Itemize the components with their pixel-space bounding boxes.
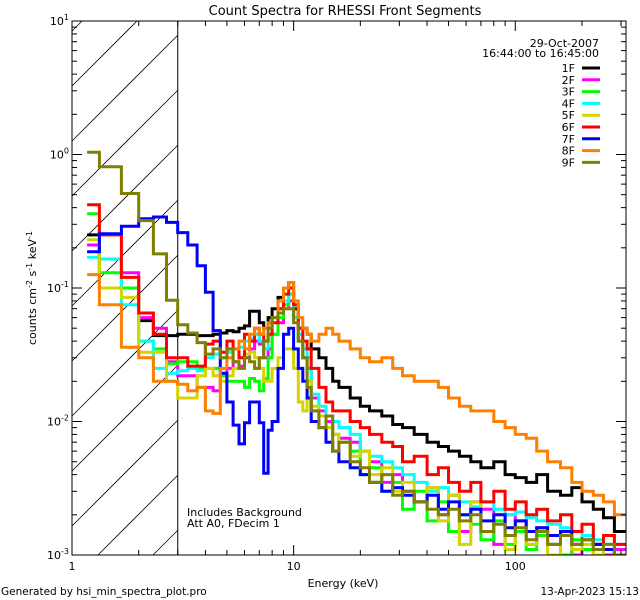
hatch-line <box>71 20 83 32</box>
y-tick-label: 10-2 <box>47 414 69 429</box>
annotation-attenuator: Att A0, FDecim 1 <box>187 517 280 530</box>
footer-generated-by: Generated by hsi_min_spectra_plot.pro <box>1 586 207 598</box>
series-9F <box>87 150 626 555</box>
legend-label-2F: 2F <box>562 74 575 87</box>
time-range-label: 16:44:00 to 16:45:00 <box>482 47 599 60</box>
hatch-line <box>71 309 179 417</box>
chart-title: Count Spectra for RHESSI Front Segments <box>209 4 482 19</box>
hatch-line <box>152 529 179 556</box>
series-8F <box>87 273 626 517</box>
hatch-line <box>71 144 179 252</box>
legend-label-6F: 6F <box>562 121 575 134</box>
footer-timestamp: 13-Apr-2023 15:13 <box>540 586 639 598</box>
y-tick-label: 10-1 <box>47 280 69 295</box>
series-1F <box>87 233 626 533</box>
legend-label-1F: 1F <box>562 62 575 75</box>
legend-label-4F: 4F <box>562 97 575 110</box>
legend-label-7F: 7F <box>562 133 575 146</box>
legend-label-9F: 9F <box>562 156 575 169</box>
y-tick-label: 100 <box>50 147 69 162</box>
y-tick-label: 101 <box>50 13 69 28</box>
x-tick-label: 1 <box>69 560 76 573</box>
x-tick-label: 100 <box>505 560 526 573</box>
tick-labels: 1 10 100 101 100 10-1 10-2 10-3 <box>47 13 526 573</box>
hatch-line <box>71 89 179 197</box>
hatch-line <box>71 20 138 87</box>
legend-label-8F: 8F <box>562 145 575 158</box>
y-axis-label: counts cm-2 s-1 keV-1 <box>25 231 39 345</box>
series-group <box>87 150 626 555</box>
date-label: 29-Oct-2007 <box>530 37 599 50</box>
legend-label-5F: 5F <box>562 109 575 122</box>
axis-ticks <box>71 20 626 556</box>
annotation-background: Includes Background <box>187 506 302 519</box>
hatch-line <box>71 419 179 527</box>
hatched-region <box>71 20 179 556</box>
hatch-line <box>71 34 179 142</box>
y-tick-label: 10-3 <box>47 547 69 562</box>
x-axis-label: Energy (keV) <box>308 577 379 590</box>
legend-label-3F: 3F <box>562 86 575 99</box>
hatch-line <box>71 254 179 362</box>
hatch-line <box>97 474 179 556</box>
x-tick-label: 10 <box>287 560 301 573</box>
hatch-line <box>71 364 179 472</box>
